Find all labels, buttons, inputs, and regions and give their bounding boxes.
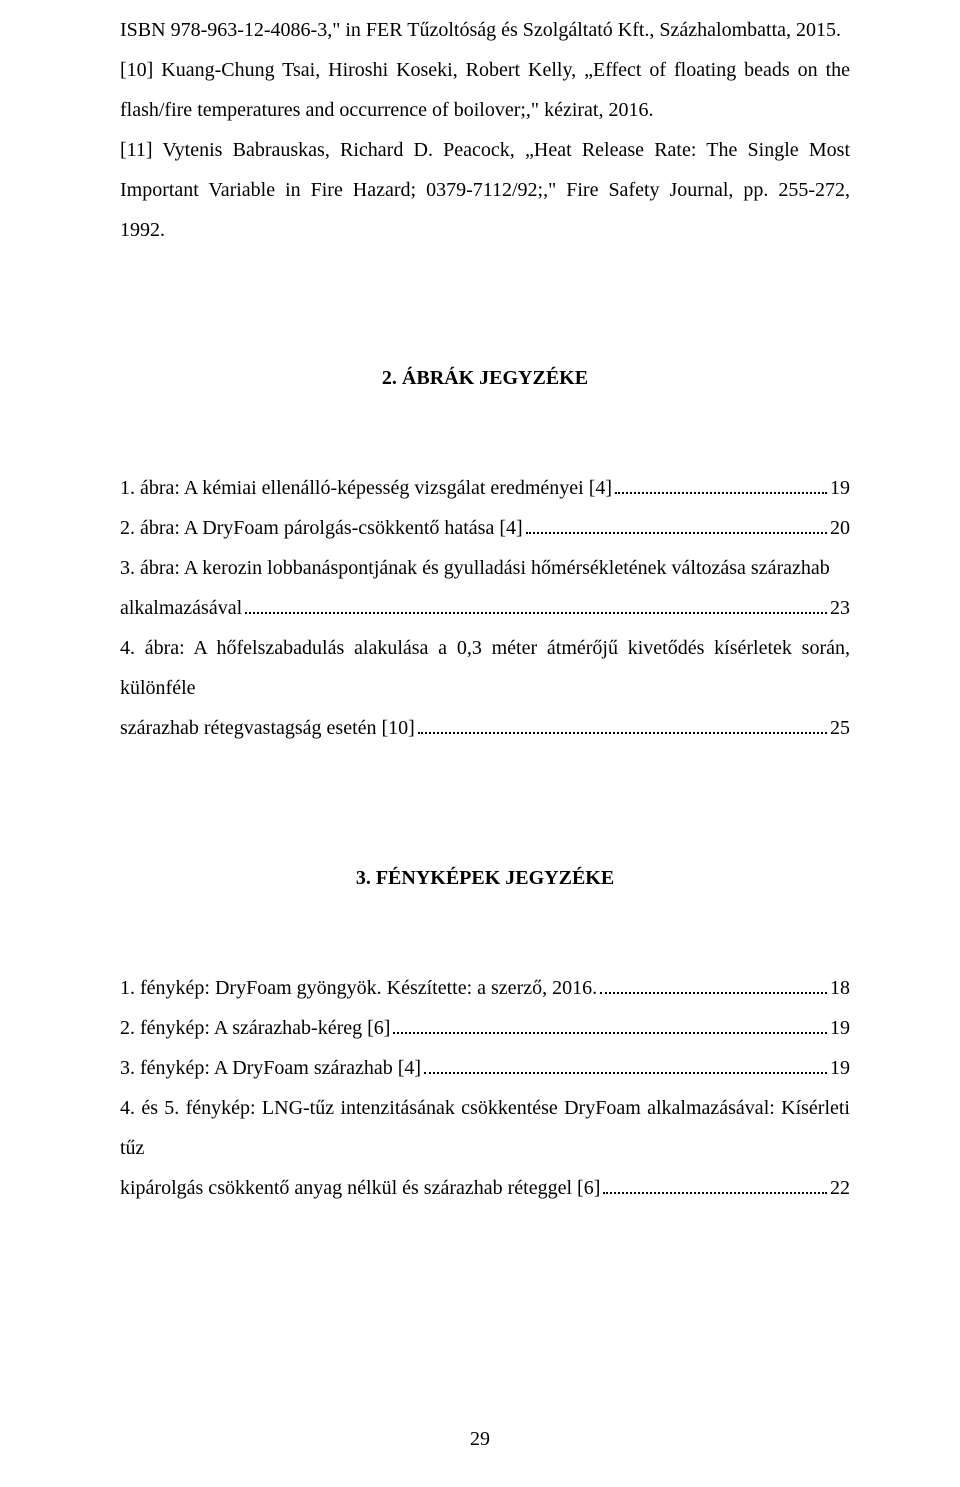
toc-entry: 4. ábra: A hőfelszabadulás alakulása a 0… <box>120 628 850 748</box>
toc-entry: 2. fénykép: A szárazhab-kéreg [6] 19 <box>120 1008 850 1048</box>
toc-page: 19 <box>830 468 850 508</box>
toc-text: 1. fénykép: DryFoam gyöngyök. Készítette… <box>120 968 597 1008</box>
figures-list: 1. ábra: A kémiai ellenálló-képesség viz… <box>120 468 850 748</box>
toc-leader-dots <box>526 518 827 534</box>
toc-page: 22 <box>830 1168 850 1208</box>
toc-page: 25 <box>830 708 850 748</box>
toc-text-last: kipárolgás csökkentő anyag nélkül és szá… <box>120 1168 600 1208</box>
toc-leader-dots <box>393 1018 827 1034</box>
reference-entry-11: [11] Vytenis Babrauskas, Richard D. Peac… <box>120 130 850 250</box>
toc-text-last: alkalmazásával <box>120 588 242 628</box>
toc-text: 2. ábra: A DryFoam párolgás-csökkentő ha… <box>120 508 523 548</box>
reference-entry-10: [10] Kuang-Chung Tsai, Hiroshi Koseki, R… <box>120 50 850 130</box>
toc-page: 19 <box>830 1008 850 1048</box>
toc-entry: 1. ábra: A kémiai ellenálló-képesség viz… <box>120 468 850 508</box>
section-2-heading: 2. ÁBRÁK JEGYZÉKE <box>120 358 850 398</box>
toc-text: 2. fénykép: A szárazhab-kéreg [6] <box>120 1008 390 1048</box>
toc-page: 23 <box>830 588 850 628</box>
toc-entry: 4. és 5. fénykép: LNG-tűz intenzitásának… <box>120 1088 850 1208</box>
toc-page: 19 <box>830 1048 850 1088</box>
toc-leader-dots <box>603 1178 827 1194</box>
toc-text: 1. ábra: A kémiai ellenálló-képesség viz… <box>120 468 612 508</box>
toc-leader-dots <box>245 598 827 614</box>
toc-text-last: szárazhab rétegvastagság esetén [10] <box>120 708 415 748</box>
toc-page: 18 <box>830 968 850 1008</box>
section-3-heading: 3. FÉNYKÉPEK JEGYZÉKE <box>120 858 850 898</box>
photos-list: 1. fénykép: DryFoam gyöngyök. Készítette… <box>120 968 850 1208</box>
page: ISBN 978-963-12-4086-3," in FER Tűzoltós… <box>0 0 960 1487</box>
toc-page: 20 <box>830 508 850 548</box>
toc-text-line: 4. ábra: A hőfelszabadulás alakulása a 0… <box>120 628 850 708</box>
toc-leader-dots <box>615 478 827 494</box>
toc-text-line: 4. és 5. fénykép: LNG-tűz intenzitásának… <box>120 1088 850 1168</box>
toc-text-line: 3. ábra: A kerozin lobbanáspontjának és … <box>120 548 850 588</box>
toc-entry: 1. fénykép: DryFoam gyöngyök. Készítette… <box>120 968 850 1008</box>
toc-text: 3. fénykép: A DryFoam szárazhab [4] <box>120 1048 421 1088</box>
toc-entry: 3. ábra: A kerozin lobbanáspontjának és … <box>120 548 850 628</box>
toc-entry: 2. ábra: A DryFoam párolgás-csökkentő ha… <box>120 508 850 548</box>
toc-leader-dots <box>424 1058 827 1074</box>
reference-line: ISBN 978-963-12-4086-3," in FER Tűzoltós… <box>120 10 850 50</box>
toc-entry: 3. fénykép: A DryFoam szárazhab [4] 19 <box>120 1048 850 1088</box>
page-number: 29 <box>0 1419 960 1459</box>
toc-leader-dots <box>418 718 827 734</box>
toc-leader-dots <box>600 978 827 994</box>
